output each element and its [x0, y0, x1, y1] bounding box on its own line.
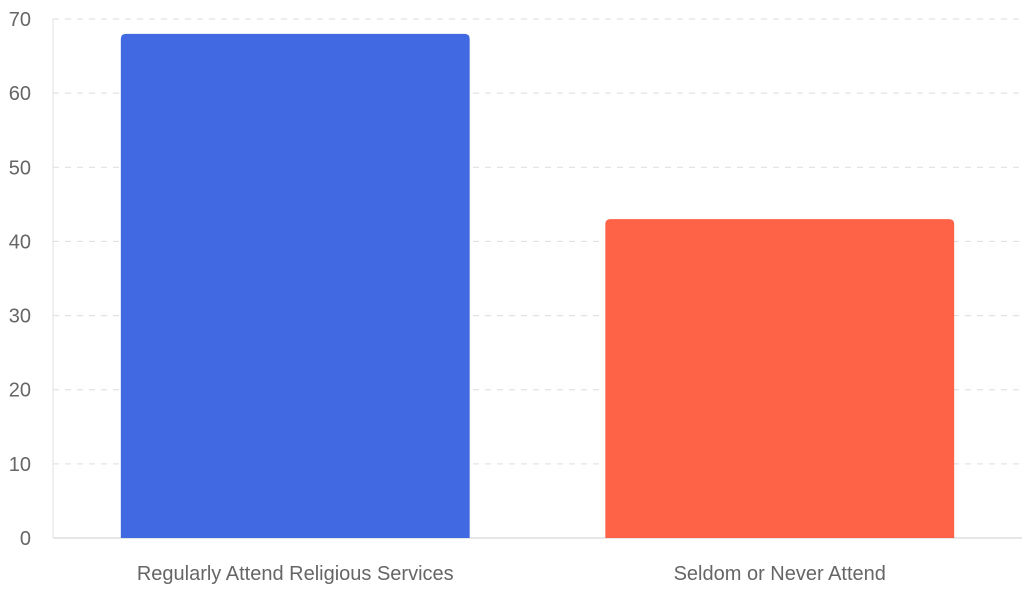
- y-tick-label: 30: [9, 306, 31, 328]
- y-tick-label: 50: [9, 157, 31, 179]
- y-tick-label: 0: [20, 528, 31, 550]
- y-tick-label: 20: [9, 380, 31, 402]
- y-tick-label: 60: [9, 83, 31, 105]
- bar-1: [120, 33, 470, 538]
- y-tick-label: 10: [9, 454, 31, 476]
- x-category-label: Regularly Attend Religious Services: [137, 563, 454, 585]
- bar-2: [605, 219, 955, 538]
- x-category-label: Seldom or Never Attend: [674, 563, 886, 585]
- y-tick-label: 40: [9, 231, 31, 253]
- y-tick-label: 70: [9, 9, 31, 31]
- y-axis-ticks: 0 10 20 30 40 50 60 70: [9, 9, 31, 550]
- bars: [120, 33, 955, 538]
- x-axis-labels: Regularly Attend Religious Services Seldo…: [137, 563, 886, 585]
